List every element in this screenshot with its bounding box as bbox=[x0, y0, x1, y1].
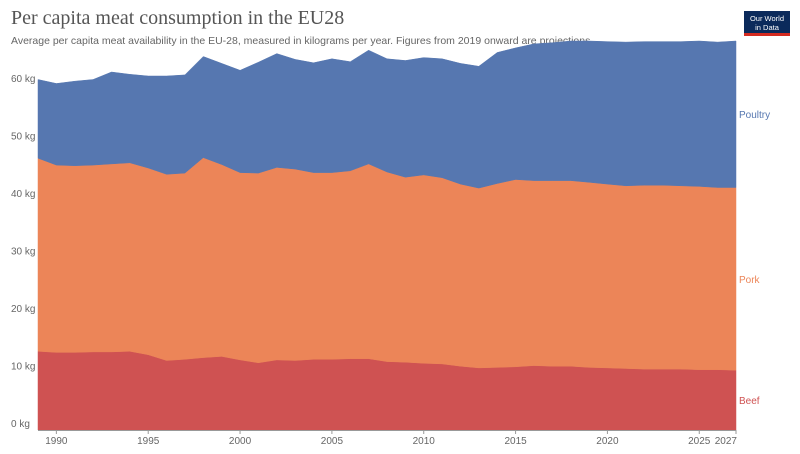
x-tick-label-1990: 1990 bbox=[45, 436, 68, 447]
x-tick-label-2020: 2020 bbox=[596, 436, 619, 447]
area-poultry bbox=[37, 40, 737, 189]
y-tick-label-60: 60 kg bbox=[11, 74, 35, 85]
y-tick-label-10: 10 kg bbox=[11, 362, 35, 373]
x-tick-label-2015: 2015 bbox=[504, 436, 527, 447]
x-tick-label-2000: 2000 bbox=[229, 436, 252, 447]
x-tick-label-2005: 2005 bbox=[321, 436, 344, 447]
logo-line-1: Our World bbox=[749, 14, 785, 23]
legend-label-pork: Pork bbox=[739, 275, 761, 286]
x-tick-label-2010: 2010 bbox=[413, 436, 436, 447]
x-tick-label-2027: 2027 bbox=[715, 436, 738, 447]
x-tick-label-1995: 1995 bbox=[137, 436, 160, 447]
x-tick-label-2025: 2025 bbox=[688, 436, 711, 447]
area-pork bbox=[37, 157, 737, 371]
chart-title: Per capita meat consumption in the EU28 bbox=[11, 7, 345, 29]
chart-subtitle: Average per capita meat availability in … bbox=[11, 35, 594, 47]
legend-label-poultry: Poultry bbox=[739, 110, 770, 121]
y-tick-label-20: 20 kg bbox=[11, 304, 35, 315]
logo-line-2: in Data bbox=[755, 23, 779, 32]
y-tick-label-30: 30 kg bbox=[11, 247, 35, 258]
y-tick-label-40: 40 kg bbox=[11, 189, 35, 200]
y-tick-label-50: 50 kg bbox=[11, 132, 35, 143]
y-tick-label-0: 0 kg bbox=[11, 419, 30, 430]
legend-label-beef: Beef bbox=[739, 396, 760, 407]
owid-logo[interactable]: Our World in Data bbox=[744, 11, 790, 36]
